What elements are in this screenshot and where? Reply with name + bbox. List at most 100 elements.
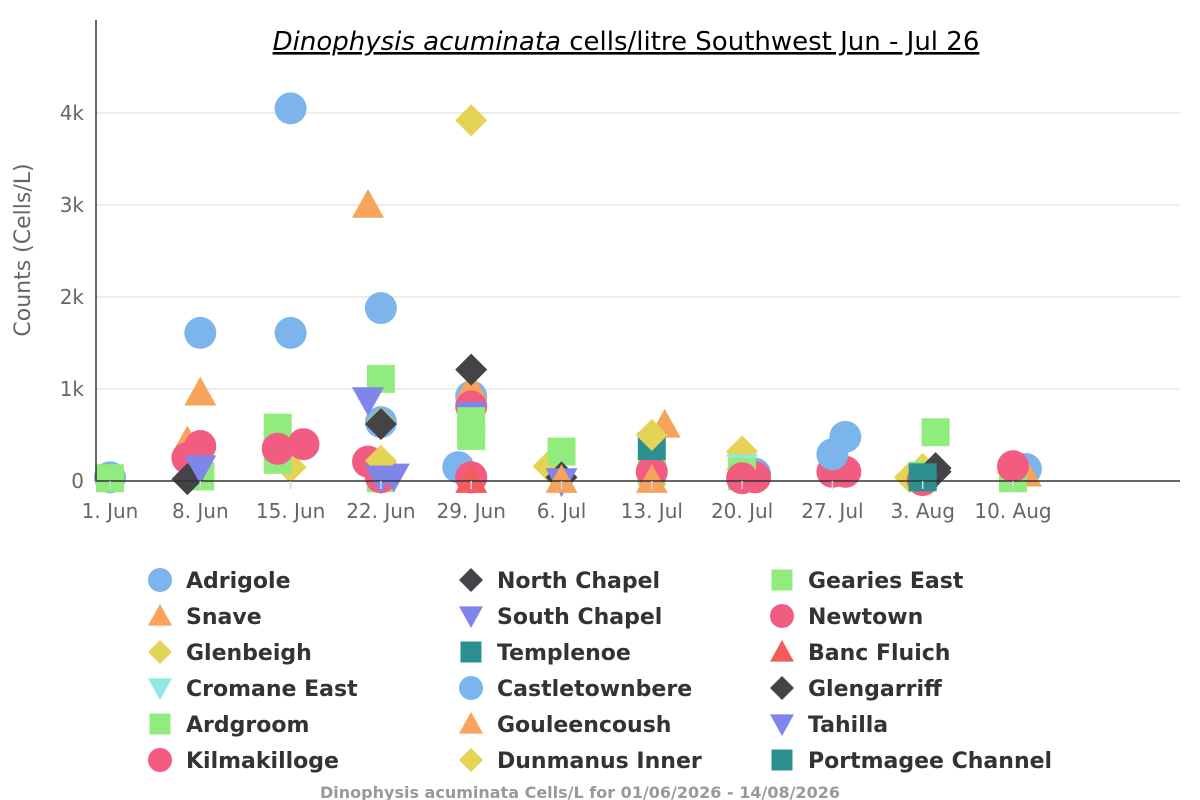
y-tick-label: 4k: [60, 101, 85, 125]
y-tick-label: 0: [71, 469, 84, 493]
legend-item[interactable]: Adrigole: [148, 568, 291, 594]
legend-symbol[interactable]: [148, 568, 172, 592]
x-tick-label: 15. Jun: [256, 499, 325, 523]
legend-symbol[interactable]: [148, 640, 172, 664]
data-point[interactable]: [184, 430, 217, 463]
legend-label: Castletownbere: [497, 677, 692, 702]
legend-item[interactable]: North Chapel: [459, 568, 660, 594]
data-point[interactable]: [921, 418, 950, 447]
legend-item[interactable]: Dunmanus Inner: [459, 748, 702, 774]
legend-item[interactable]: Portmagee Channel: [771, 749, 1053, 774]
legend: Adrigole Snave Glenbeigh Cromane East Ardgro…: [148, 568, 1052, 774]
x-tick-label: 8. Jun: [172, 499, 229, 523]
data-point[interactable]: [364, 292, 397, 325]
x-tick-label: 6. Jul: [537, 499, 587, 523]
legend-item[interactable]: Cromane East: [148, 677, 358, 702]
series-dunmanus-inner: [364, 419, 668, 477]
series-castletownbere: [816, 438, 849, 471]
legend-item[interactable]: Castletownbere: [459, 676, 692, 702]
data-point[interactable]: [274, 92, 307, 125]
legend-symbol[interactable]: [459, 568, 483, 592]
legend-label: South Chapel: [497, 605, 662, 630]
series-newtown: [455, 461, 759, 495]
legend-label: Glengarriff: [808, 677, 943, 702]
legend-symbol[interactable]: [770, 676, 794, 700]
x-tick-label: 20. Jul: [711, 499, 773, 523]
data-point[interactable]: [457, 407, 486, 436]
legend-item[interactable]: Glengarriff: [770, 676, 943, 702]
x-tick-label: 22. Jun: [346, 499, 415, 523]
legend-symbol[interactable]: [148, 604, 172, 626]
data-point[interactable]: [545, 464, 578, 493]
legend-label: Portmagee Channel: [808, 749, 1052, 774]
x-tick-label: 27. Jul: [801, 499, 863, 523]
legend-label: Ardgroom: [186, 713, 309, 738]
grid-lines: [96, 112, 1180, 390]
chart-title-italic: Dinophysis acuminata: [273, 27, 561, 57]
data-point[interactable]: [816, 438, 849, 471]
legend-item[interactable]: Gouleencoush: [459, 712, 671, 738]
legend-symbol[interactable]: [459, 748, 483, 772]
legend-item[interactable]: Templenoe: [460, 641, 631, 666]
legend-symbol[interactable]: [459, 606, 483, 628]
data-point[interactable]: [726, 462, 759, 495]
x-axis-ticks: 1. Jun 8. Jun 15. Jun 22. Jun 29. Jun 6. Jul 1…: [82, 481, 1052, 523]
y-axis-ticks: 0 1k 2k 3k 4k: [60, 101, 85, 493]
legend-symbol[interactable]: [149, 713, 171, 735]
legend-label: North Chapel: [497, 569, 660, 594]
x-tick-label: 10. Aug: [974, 499, 1051, 523]
legend-item[interactable]: Banc Fluich: [770, 640, 950, 666]
legend-label: Kilmakilloge: [186, 749, 339, 774]
legend-symbol[interactable]: [460, 641, 482, 663]
legend-item[interactable]: Tahilla: [770, 713, 888, 738]
x-tick-label: 1. Jun: [82, 499, 139, 523]
chart-title-rest: cells/litre Southwest Jun - Jul 26: [561, 27, 979, 57]
data-point[interactable]: [184, 455, 217, 485]
data-point[interactable]: [287, 428, 320, 461]
data-point[interactable]: [455, 464, 488, 493]
legend-symbol[interactable]: [770, 640, 794, 662]
legend-symbol[interactable]: [770, 714, 794, 736]
data-point[interactable]: [455, 104, 488, 137]
data-point[interactable]: [364, 465, 397, 495]
legend-symbol[interactable]: [771, 749, 793, 771]
legend-symbol[interactable]: [771, 569, 793, 591]
data-point[interactable]: [352, 387, 384, 417]
legend-label: Newtown: [808, 605, 923, 630]
legend-symbol[interactable]: [459, 712, 483, 734]
y-tick-label: 1k: [60, 377, 85, 401]
legend-label: Glenbeigh: [186, 641, 312, 666]
x-tick-label: 13. Jul: [621, 499, 683, 523]
legend-item[interactable]: Snave: [148, 604, 262, 630]
x-tick-label: 3. Aug: [890, 499, 955, 523]
data-point[interactable]: [261, 432, 294, 465]
series-gouleencoush: [545, 464, 668, 493]
legend-label: Cromane East: [186, 677, 358, 702]
data-point[interactable]: [184, 316, 217, 349]
data-point[interactable]: [635, 419, 668, 451]
data-point[interactable]: [352, 189, 384, 218]
legend-label: Adrigole: [186, 569, 291, 594]
legend-item[interactable]: Ardgroom: [149, 713, 310, 738]
y-tick-label: 3k: [60, 193, 85, 217]
data-point[interactable]: [364, 407, 397, 440]
data-point[interactable]: [997, 450, 1029, 483]
data-point[interactable]: [455, 353, 488, 386]
data-point[interactable]: [184, 376, 217, 406]
data-point[interactable]: [635, 464, 668, 493]
legend-item[interactable]: Kilmakilloge: [148, 748, 339, 774]
data-point[interactable]: [274, 316, 307, 349]
data-point[interactable]: [547, 437, 576, 466]
legend-item[interactable]: Newtown: [770, 604, 923, 630]
legend-label: Snave: [186, 605, 262, 630]
legend-symbol[interactable]: [148, 748, 172, 772]
series-gearies-east: [457, 407, 950, 486]
legend-symbol[interactable]: [148, 678, 172, 700]
legend-item[interactable]: South Chapel: [459, 605, 662, 630]
legend-item[interactable]: Glenbeigh: [148, 640, 312, 666]
legend-label: Dunmanus Inner: [497, 749, 702, 774]
legend-symbol[interactable]: [459, 676, 483, 700]
legend-symbol[interactable]: [770, 604, 794, 628]
legend-item[interactable]: Gearies East: [771, 569, 964, 594]
